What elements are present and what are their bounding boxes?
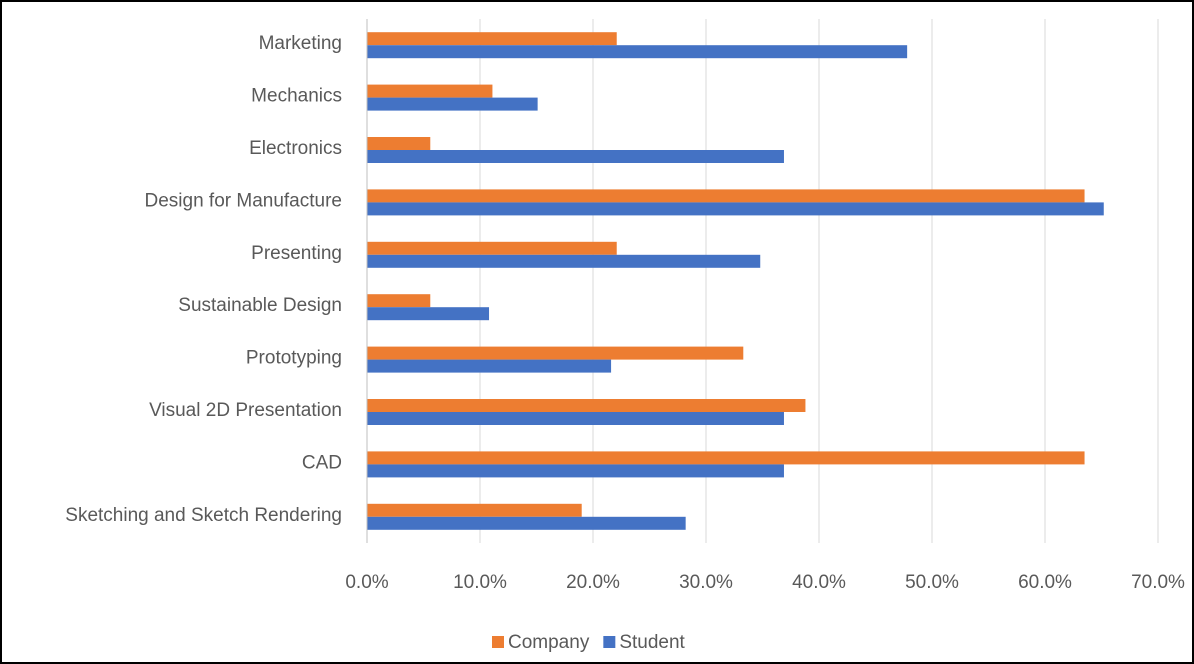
bar — [367, 84, 493, 98]
x-tick-label: 30.0% — [679, 572, 733, 593]
bar — [367, 503, 582, 517]
y-tick-label: Sketching and Sketch Rendering — [65, 505, 342, 526]
legend-swatch — [492, 636, 504, 648]
bar — [367, 307, 490, 321]
bar — [367, 32, 617, 46]
legend-label: Student — [619, 632, 685, 653]
bar — [367, 464, 784, 478]
bar — [367, 516, 686, 530]
y-tick-label: Electronics — [249, 138, 342, 159]
bar — [367, 399, 806, 412]
x-tick-label: 0.0% — [345, 572, 388, 593]
bar — [367, 294, 431, 308]
y-tick-label: Prototyping — [246, 348, 342, 369]
bar — [367, 189, 1085, 203]
legend-swatch — [603, 636, 616, 648]
x-tick-label: 20.0% — [566, 572, 620, 593]
y-tick-label: CAD — [302, 452, 342, 473]
legend-label: Company — [508, 632, 590, 653]
x-tick-label: 70.0% — [1131, 572, 1185, 593]
y-tick-label: Design for Manufacture — [145, 190, 343, 211]
bar — [367, 97, 538, 111]
y-tick-label: Visual 2D Presentation — [149, 400, 342, 421]
x-tick-label: 50.0% — [905, 572, 959, 593]
bar — [367, 346, 744, 360]
bar — [367, 451, 1085, 465]
y-tick-label: Presenting — [251, 243, 342, 264]
bar — [367, 359, 612, 373]
y-tick-label: Marketing — [259, 33, 342, 54]
y-tick-label: Sustainable Design — [178, 295, 342, 316]
x-tick-label: 10.0% — [453, 572, 507, 593]
bar — [367, 45, 908, 59]
bar — [367, 137, 431, 150]
bar — [367, 202, 1104, 216]
x-tick-label: 60.0% — [1018, 572, 1072, 593]
bar — [367, 241, 617, 255]
bar — [367, 254, 761, 268]
bar — [367, 412, 784, 425]
bar — [367, 150, 784, 163]
y-tick-label: Mechanics — [251, 86, 342, 107]
x-tick-label: 40.0% — [792, 572, 846, 593]
